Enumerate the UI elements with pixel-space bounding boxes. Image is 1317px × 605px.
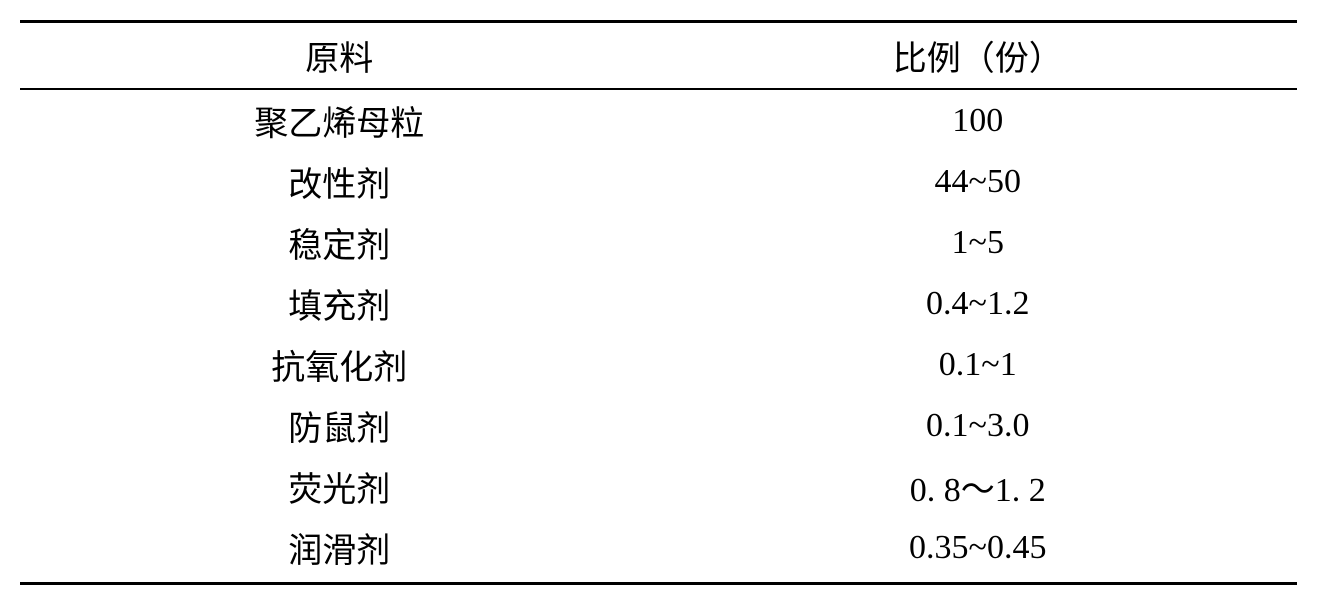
cell-material: 聚乙烯母粒 xyxy=(20,89,659,151)
cell-proportion: 0.1~3.0 xyxy=(659,395,1298,456)
table-row: 改性剂 44~50 xyxy=(20,151,1297,212)
cell-proportion: 0.35~0.45 xyxy=(659,517,1298,584)
table-row: 抗氧化剂 0.1~1 xyxy=(20,334,1297,395)
cell-proportion: 0. 8～1. 2 xyxy=(659,456,1298,517)
cell-proportion: 100 xyxy=(659,89,1298,151)
cell-material: 润滑剂 xyxy=(20,517,659,584)
cell-material: 稳定剂 xyxy=(20,212,659,273)
cell-material: 改性剂 xyxy=(20,151,659,212)
cell-proportion: 0.1~1 xyxy=(659,334,1298,395)
column-header-material: 原料 xyxy=(20,22,659,90)
cell-material: 填充剂 xyxy=(20,273,659,334)
cell-material: 荧光剂 xyxy=(20,456,659,517)
materials-table: 原料 比例（份） 聚乙烯母粒 100 改性剂 44~50 稳定剂 1~5 填充剂… xyxy=(20,20,1297,585)
table-row: 荧光剂 0. 8～1. 2 xyxy=(20,456,1297,517)
cell-proportion: 1~5 xyxy=(659,212,1298,273)
table-row: 聚乙烯母粒 100 xyxy=(20,89,1297,151)
cell-material: 抗氧化剂 xyxy=(20,334,659,395)
table-row: 防鼠剂 0.1~3.0 xyxy=(20,395,1297,456)
table-container: 原料 比例（份） 聚乙烯母粒 100 改性剂 44~50 稳定剂 1~5 填充剂… xyxy=(20,20,1297,585)
table-row: 润滑剂 0.35~0.45 xyxy=(20,517,1297,584)
column-header-proportion: 比例（份） xyxy=(659,22,1298,90)
cell-proportion: 0.4~1.2 xyxy=(659,273,1298,334)
table-row: 填充剂 0.4~1.2 xyxy=(20,273,1297,334)
table-row: 稳定剂 1~5 xyxy=(20,212,1297,273)
cell-proportion: 44~50 xyxy=(659,151,1298,212)
table-header-row: 原料 比例（份） xyxy=(20,22,1297,90)
cell-material: 防鼠剂 xyxy=(20,395,659,456)
table-body: 聚乙烯母粒 100 改性剂 44~50 稳定剂 1~5 填充剂 0.4~1.2 … xyxy=(20,89,1297,584)
